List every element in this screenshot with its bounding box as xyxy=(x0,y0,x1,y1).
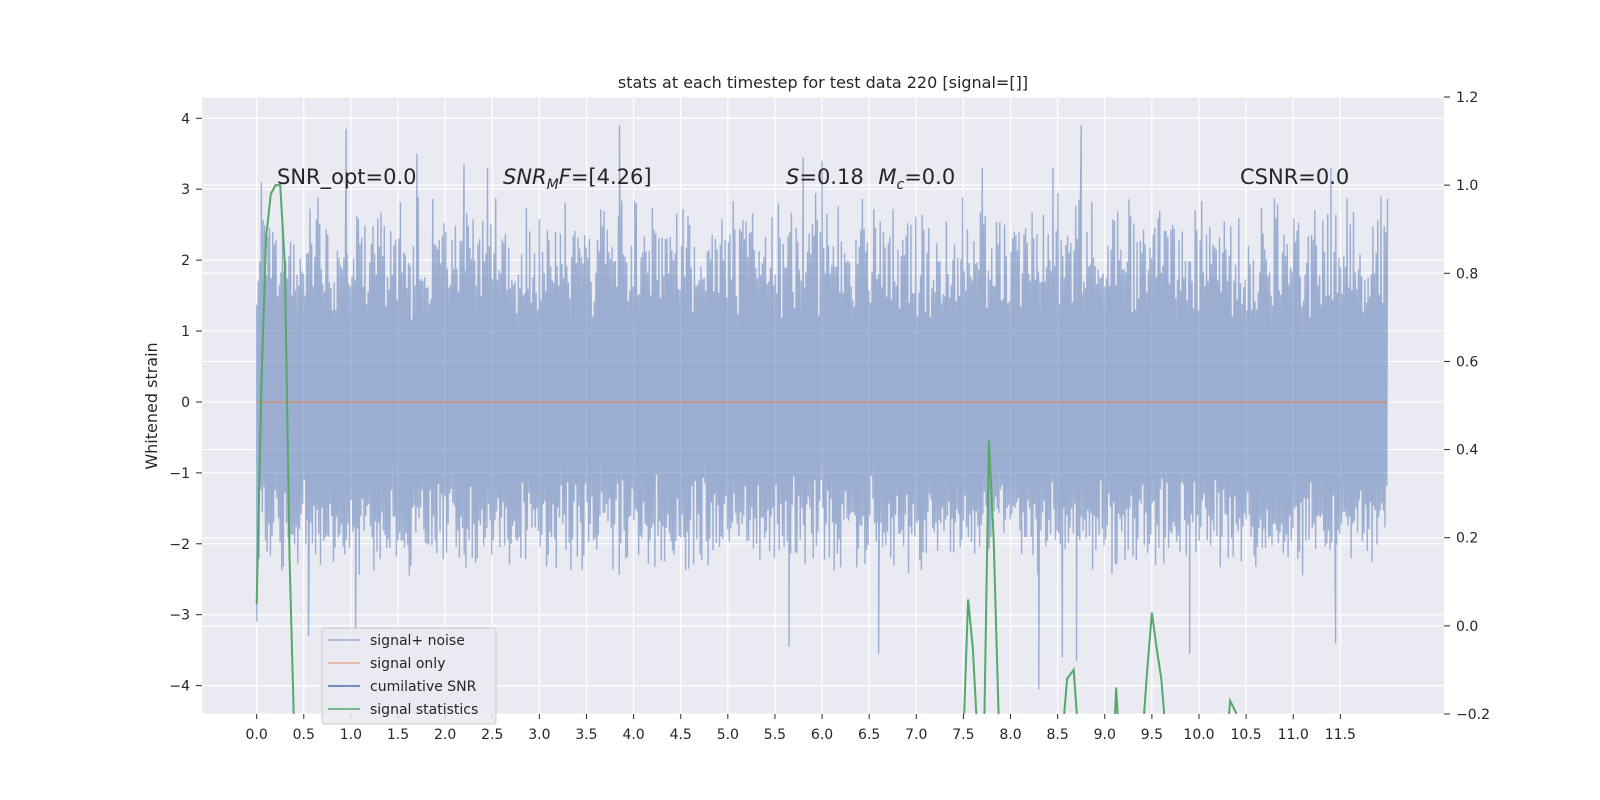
y-tick-labels: 4 3 2 1 0 −1 −2 −3 −4 xyxy=(169,111,202,695)
x-tick-label: 11.0 xyxy=(1278,727,1309,743)
y-tick-label: 2 xyxy=(181,253,190,269)
y-tick-label: 0 xyxy=(181,395,190,411)
y-tick-label: 1 xyxy=(181,324,190,340)
right-y-tick-label: 0.8 xyxy=(1456,266,1478,282)
x-tick-label: 4.5 xyxy=(670,727,692,743)
x-tick-label: 7.5 xyxy=(952,727,974,743)
right-y-tick-label: 0.4 xyxy=(1456,443,1478,459)
signal-statistics-line xyxy=(255,184,295,714)
y-axis-label: Whitened strain xyxy=(142,342,161,469)
right-y-tick-label: 0.2 xyxy=(1456,531,1478,547)
right-y-tick-label: −0.2 xyxy=(1456,707,1490,723)
right-y-tick-label: 1.2 xyxy=(1456,90,1478,106)
x-tick-label: 7.0 xyxy=(905,727,927,743)
legend-label-signal-noise: signal+ noise xyxy=(370,633,465,649)
signal-statistics-line xyxy=(1228,697,1238,714)
chart-title: stats at each timestep for test data 220… xyxy=(618,73,1028,92)
y-tick-label: −1 xyxy=(169,466,190,482)
x-tick-label: 10.0 xyxy=(1183,727,1214,743)
x-tick-label: 8.5 xyxy=(1047,727,1069,743)
signal-statistics-line xyxy=(1114,687,1119,714)
legend-label-cumulative-snr: cumilative SNR xyxy=(370,679,477,695)
y-tick-label: 3 xyxy=(181,182,190,198)
y-tick-label: 4 xyxy=(181,111,190,127)
x-tick-label: 9.5 xyxy=(1141,727,1163,743)
x-tick-label: 3.5 xyxy=(575,727,597,743)
x-tick-label: 4.0 xyxy=(622,727,644,743)
x-tick-label: 0.0 xyxy=(246,727,268,743)
right-y-tick-labels: 1.2 1.0 0.8 0.6 0.4 0.2 0.0 −0.2 xyxy=(1444,90,1490,723)
x-tick-label: 1.5 xyxy=(387,727,409,743)
x-tick-label: 5.0 xyxy=(717,727,739,743)
x-tick-label: 2.0 xyxy=(434,727,456,743)
y-tick-label: −2 xyxy=(169,537,190,553)
legend: signal+ noise signal only cumilative SNR… xyxy=(321,627,497,725)
signal-statistics-line xyxy=(1063,667,1078,714)
legend-box xyxy=(321,627,497,725)
signal-statistics-series xyxy=(255,184,1238,714)
right-y-tick-label: 0.0 xyxy=(1456,619,1478,635)
annotation-snr-opt: SNR_opt=0.0 xyxy=(277,165,417,190)
x-tick-label: 2.5 xyxy=(481,727,503,743)
x-tick-label: 9.0 xyxy=(1094,727,1116,743)
x-tick-label: 11.5 xyxy=(1325,727,1356,743)
x-tick-label: 8.0 xyxy=(999,727,1021,743)
annotation-snr-mf: SNRMF=[4.26] xyxy=(503,165,652,193)
x-tick-labels: 0.0 0.5 1.0 1.5 2.0 2.5 3.0 3.5 4.0 4.5 5.0 5.5 6.0 6… xyxy=(246,714,1356,743)
signal-statistics-line xyxy=(963,599,978,714)
x-tick-label: 5.5 xyxy=(764,727,786,743)
right-y-tick-label: 0.6 xyxy=(1456,354,1478,370)
x-tick-label: 0.5 xyxy=(293,727,315,743)
y-tick-label: −4 xyxy=(169,679,190,695)
x-tick-label: 3.0 xyxy=(528,727,550,743)
x-tick-label: 6.5 xyxy=(858,727,880,743)
signal-noise-line xyxy=(256,125,1389,690)
legend-label-signal-statistics: signal statistics xyxy=(370,702,478,718)
y-tick-label: −3 xyxy=(169,608,190,624)
x-tick-label: 6.0 xyxy=(811,727,833,743)
signal-statistics-line xyxy=(1143,612,1166,714)
signal-noise-series xyxy=(256,125,1389,690)
x-tick-label: 10.5 xyxy=(1231,727,1262,743)
annotation-csnr: CSNR=0.0 xyxy=(1240,165,1349,189)
signal-statistics-line xyxy=(983,440,1000,714)
x-tick-label: 1.0 xyxy=(340,727,362,743)
right-y-tick-label: 1.0 xyxy=(1456,178,1478,194)
legend-label-signal-only: signal only xyxy=(370,656,445,672)
